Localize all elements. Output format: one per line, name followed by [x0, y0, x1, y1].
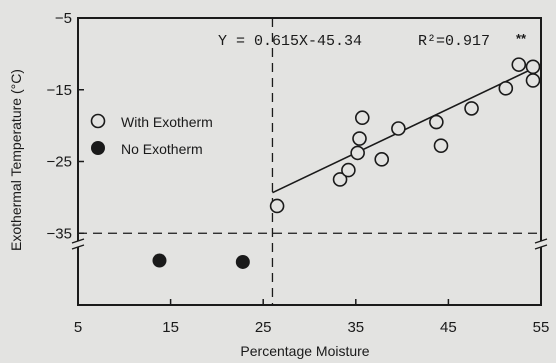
x-axis: 5 15 25 35 45 55: [74, 299, 550, 336]
data-point-no-exotherm: [235, 254, 250, 269]
y-axis-label: Exothermal Temperature (°C): [8, 69, 24, 251]
data-point-with-exotherm: [374, 152, 390, 167]
y-tick-label: −15: [47, 82, 72, 99]
data-point-with-exotherm: [341, 162, 356, 178]
data-point-with-exotherm: [391, 121, 406, 136]
legend-label-with-exotherm: With Exotherm: [121, 114, 213, 130]
y-axis-break: [71, 238, 548, 250]
x-tick-label: 5: [74, 319, 82, 336]
data-point-with-exotherm: [429, 114, 444, 130]
axis-break-gap-right: [535, 241, 547, 248]
data-point-with-exotherm: [464, 101, 479, 116]
y-tick-label: −5: [55, 10, 72, 27]
y-axis: −5 −15 −25 −35: [47, 10, 84, 242]
data-points: [152, 57, 541, 269]
x-tick-label: 45: [440, 319, 457, 336]
data-point-with-exotherm: [352, 131, 367, 146]
regression-equation: Y = 0.615X-45.34: [218, 33, 362, 50]
axis-break-mark-left: [71, 238, 85, 250]
x-axis-label: Percentage Moisture: [240, 343, 369, 359]
x-tick-label: 55: [533, 319, 550, 336]
significance-marker: **: [516, 31, 527, 46]
data-point-with-exotherm: [525, 59, 541, 75]
y-tick-label: −35: [47, 225, 72, 242]
reference-lines: [78, 18, 541, 305]
legend: With Exotherm No Exotherm: [90, 113, 213, 157]
y-tick-label: −25: [47, 154, 72, 171]
data-point-with-exotherm: [332, 172, 348, 187]
r-squared-label: R²=0.917: [418, 33, 490, 50]
data-point-with-exotherm: [498, 81, 514, 96]
axis-break-mark-right: [534, 238, 548, 250]
data-point-no-exotherm: [152, 253, 167, 268]
regression-line-group: [272, 64, 542, 194]
data-point-with-exotherm: [525, 73, 541, 88]
axis-break-gap-left: [72, 241, 84, 248]
x-tick-label: 35: [347, 319, 364, 336]
legend-marker-open-circle: [90, 113, 106, 129]
data-point-with-exotherm: [269, 198, 285, 214]
data-point-with-exotherm: [511, 57, 527, 72]
legend-marker-filled-circle: [91, 141, 105, 155]
data-point-with-exotherm: [433, 138, 449, 154]
x-tick-label: 15: [162, 319, 179, 336]
data-point-with-exotherm: [350, 145, 365, 161]
legend-label-no-exotherm: No Exotherm: [121, 141, 203, 157]
data-point-with-exotherm: [354, 110, 370, 126]
x-tick-label: 25: [255, 319, 272, 336]
regression-line: [272, 64, 542, 194]
